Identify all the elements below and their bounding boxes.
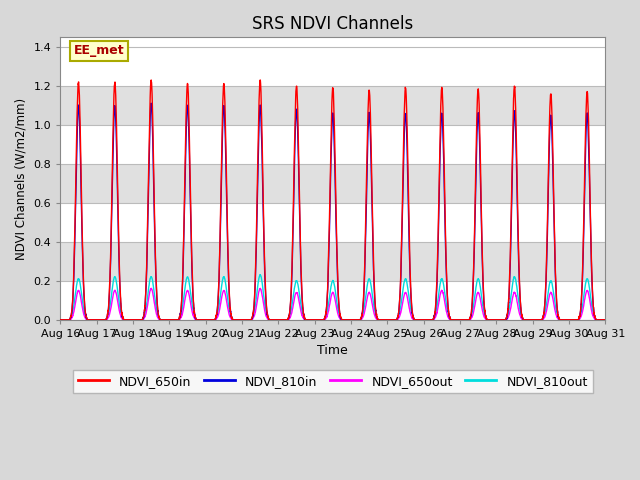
NDVI_810out [154, 313, 162, 319]
NDVI_810in [56, 317, 64, 323]
NDVI_650out [56, 317, 64, 323]
Line: NDVI_810out: NDVI_810out [60, 275, 605, 320]
NDVI_810in [147, 100, 155, 106]
NDVI_650in [455, 317, 463, 323]
NDVI_650in [602, 317, 609, 323]
NDVI_650out [601, 317, 609, 323]
NDVI_810out [455, 317, 463, 323]
NDVI_810out [486, 317, 493, 323]
Bar [60, 281, 605, 320]
NDVI_650out [486, 317, 493, 323]
NDVI_810in [601, 317, 609, 323]
NDVI_810out [601, 317, 609, 323]
NDVI_810in [313, 317, 321, 323]
NDVI_810out [56, 317, 64, 323]
NDVI_650out [455, 317, 463, 323]
NDVI_810out [257, 272, 264, 277]
NDVI_650in [486, 317, 493, 323]
NDVI_650in [257, 77, 264, 83]
X-axis label: Time: Time [317, 344, 348, 357]
Bar [60, 86, 605, 125]
Bar [60, 164, 605, 203]
NDVI_810out [425, 317, 433, 323]
NDVI_810in [455, 317, 463, 323]
Bar [60, 37, 605, 47]
NDVI_810in [154, 312, 162, 318]
NDVI_810out [313, 317, 321, 323]
NDVI_810in [602, 317, 609, 323]
Bar [60, 125, 605, 164]
Bar [60, 47, 605, 86]
NDVI_650out [154, 315, 162, 321]
Line: NDVI_650in: NDVI_650in [60, 80, 605, 320]
NDVI_650in [313, 317, 321, 323]
Y-axis label: NDVI Channels (W/m2/mm): NDVI Channels (W/m2/mm) [15, 97, 28, 260]
Text: EE_met: EE_met [74, 44, 125, 57]
Line: NDVI_810in: NDVI_810in [60, 103, 605, 320]
Bar [60, 242, 605, 281]
NDVI_810in [486, 317, 493, 323]
NDVI_650in [56, 317, 64, 323]
NDVI_650out [602, 317, 609, 323]
NDVI_810in [425, 317, 433, 323]
Title: SRS NDVI Channels: SRS NDVI Channels [252, 15, 413, 33]
NDVI_650in [425, 317, 433, 323]
NDVI_650out [313, 317, 321, 323]
Legend: NDVI_650in, NDVI_810in, NDVI_650out, NDVI_810out: NDVI_650in, NDVI_810in, NDVI_650out, NDV… [73, 370, 593, 393]
NDVI_650in [601, 317, 609, 323]
Bar [60, 203, 605, 242]
NDVI_650out [425, 317, 433, 323]
NDVI_650out [147, 286, 155, 291]
NDVI_810out [602, 317, 609, 323]
Line: NDVI_650out: NDVI_650out [60, 288, 605, 320]
NDVI_650in [154, 311, 162, 317]
